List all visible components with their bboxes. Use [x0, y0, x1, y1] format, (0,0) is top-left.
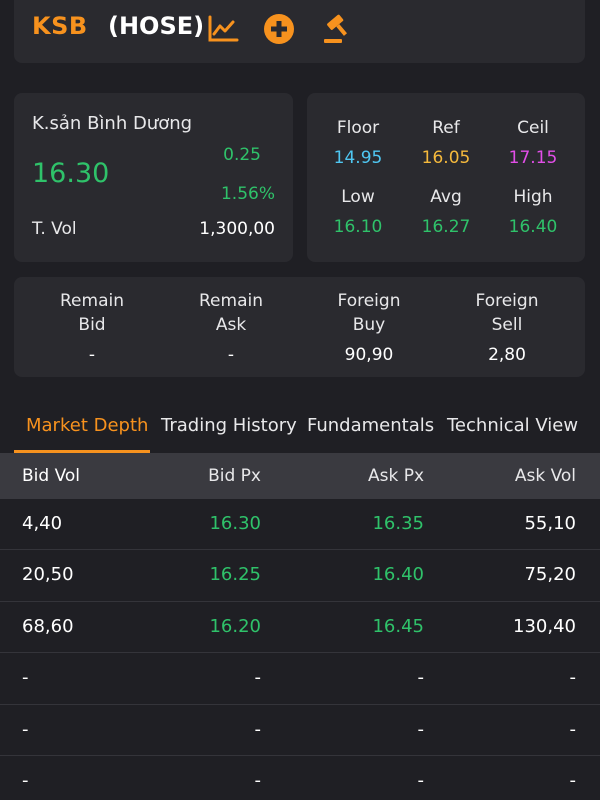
bid-vol-cell: - — [22, 718, 29, 740]
bid-px-cell: - — [254, 667, 262, 689]
table-row: - - - - — [0, 756, 600, 800]
market-depth-table: Bid Vol Bid Px Ask Px Ask Vol 4,40 16.30… — [0, 453, 600, 800]
stat-avg: Avg 16.27 — [403, 187, 489, 237]
tab-fundamentals[interactable]: Fundamentals — [307, 415, 435, 436]
ask-px-cell: - — [417, 718, 425, 740]
bid-px-cell: - — [254, 718, 262, 740]
remain-bid: Remain Bid - — [27, 289, 157, 365]
tab-market-depth[interactable]: Market Depth — [26, 415, 149, 436]
bid-vol-cell: - — [22, 667, 29, 689]
ask-px-cell: 16.40 — [372, 564, 424, 586]
remain-bid-label-1: Remain — [60, 291, 124, 311]
ask-px-cell: - — [417, 769, 425, 791]
active-tab-indicator — [14, 450, 150, 453]
ask-vol-cell: 75,20 — [524, 564, 576, 586]
add-circle-icon[interactable] — [262, 12, 296, 46]
ask-vol-cell: - — [569, 667, 577, 689]
bid-vol-cell: 4,40 — [22, 513, 63, 534]
table-row: - - - - — [0, 653, 600, 705]
ceil-label: Ceil — [517, 118, 549, 138]
stat-low: Low 16.10 — [315, 187, 401, 237]
tab-trading-history[interactable]: Trading History — [161, 415, 297, 436]
stat-ref: Ref 16.05 — [403, 118, 489, 168]
table-row: 20,50 16.25 16.40 75,20 — [0, 550, 600, 602]
foreign-sell-label-2: Sell — [491, 315, 523, 335]
header-bid-px: Bid Px — [208, 466, 261, 486]
table-row: 68,60 16.20 16.45 130,40 — [0, 602, 600, 654]
remain-ask-value: - — [227, 345, 235, 365]
table-row: 4,40 16.30 16.35 55,10 — [0, 499, 600, 551]
ask-vol-cell: 130,40 — [513, 615, 576, 637]
high-value: 16.40 — [508, 217, 558, 237]
bid-px-cell: - — [254, 769, 262, 791]
bid-px-cell: 16.30 — [209, 513, 261, 534]
price-change-percent: 1.56% — [220, 184, 275, 204]
last-price: 16.30 — [32, 158, 110, 189]
ask-px-cell: 16.35 — [372, 513, 424, 534]
quote-summary: K.sản Bình Dương 16.30 0.25 1.56% T. Vol… — [14, 93, 293, 262]
table-row: - - - - — [0, 705, 600, 756]
price-change: 0.25 — [223, 145, 261, 165]
foreign-buy-value: 90,90 — [344, 345, 394, 365]
foreign-sell-label-1: Foreign — [475, 291, 539, 311]
stat-floor: Floor 14.95 — [315, 118, 401, 168]
header-bid-vol: Bid Vol — [22, 466, 81, 486]
remain-bid-label-2: Bid — [78, 315, 106, 335]
total-volume-value: 1,300,00 — [199, 219, 275, 239]
detail-tabs: Market Depth Trading History Fundamental… — [0, 405, 600, 453]
low-label: Low — [341, 187, 375, 207]
floor-value: 14.95 — [333, 148, 383, 168]
header-ask-px: Ask Px — [367, 466, 424, 486]
tab-technical-view[interactable]: Technical View — [447, 415, 579, 436]
bid-px-cell: 16.25 — [209, 564, 261, 586]
price-stats: Floor 14.95 Ref 16.05 Ceil 17.15 Low 16.… — [307, 93, 585, 262]
bid-vol-cell: - — [22, 769, 29, 791]
header-ask-vol: Ask Vol — [514, 466, 576, 486]
high-label: High — [513, 187, 553, 207]
foreign-sell: Foreign Sell 2,80 — [442, 289, 572, 365]
remain-foreign-summary: Remain Bid - Remain Ask - Foreign Buy 90… — [14, 277, 585, 377]
company-name: K.sản Bình Dương — [32, 113, 193, 134]
ask-vol-cell: - — [569, 769, 577, 791]
foreign-buy-label-1: Foreign — [337, 291, 401, 311]
remain-bid-value: - — [88, 345, 96, 365]
bid-px-cell: 16.20 — [209, 615, 261, 637]
avg-label: Avg — [430, 187, 462, 207]
ask-px-cell: 16.45 — [372, 615, 424, 637]
ask-vol-cell: 55,10 — [524, 513, 576, 534]
stat-ceil: Ceil 17.15 — [490, 118, 576, 168]
avg-value: 16.27 — [421, 217, 471, 237]
auction-gavel-icon[interactable] — [320, 12, 354, 46]
stat-high: High 16.40 — [490, 187, 576, 237]
table-header: Bid Vol Bid Px Ask Px Ask Vol — [0, 453, 600, 499]
foreign-buy: Foreign Buy 90,90 — [304, 289, 434, 365]
foreign-sell-value: 2,80 — [488, 345, 526, 365]
remain-ask: Remain Ask - — [166, 289, 296, 365]
symbol-header: KSB (HOSE) — [14, 0, 585, 63]
ceil-value: 17.15 — [508, 148, 558, 168]
remain-ask-label-1: Remain — [199, 291, 263, 311]
exchange-label: (HOSE) — [108, 12, 205, 40]
ask-px-cell: - — [417, 667, 425, 689]
ref-value: 16.05 — [421, 148, 471, 168]
bid-vol-cell: 20,50 — [22, 564, 74, 586]
ticker-symbol: KSB — [32, 12, 88, 40]
bid-vol-cell: 68,60 — [22, 615, 74, 637]
floor-label: Floor — [336, 118, 380, 138]
ref-label: Ref — [432, 118, 460, 138]
chart-icon[interactable] — [206, 12, 240, 46]
foreign-buy-label-2: Buy — [352, 315, 386, 335]
low-value: 16.10 — [333, 217, 383, 237]
remain-ask-label-2: Ask — [215, 315, 247, 335]
ask-vol-cell: - — [569, 718, 577, 740]
total-volume-label: T. Vol — [32, 219, 77, 239]
